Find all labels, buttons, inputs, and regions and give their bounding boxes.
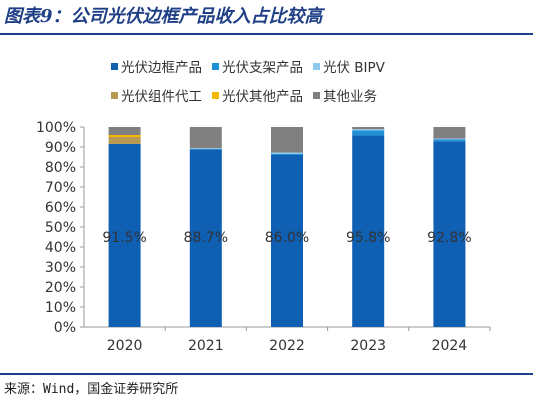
legend-label-3: 光伏 BIPV xyxy=(323,60,386,76)
x-tick-label-2022: 2022 xyxy=(269,338,305,354)
bar-2024-series-6 xyxy=(433,127,466,139)
legend-swatch-6 xyxy=(313,92,320,99)
x-tick-label-2024: 2024 xyxy=(432,338,468,354)
legend-swatch-4 xyxy=(111,92,118,99)
legend-swatch-2 xyxy=(212,63,219,70)
bar-2021-series-6 xyxy=(189,127,222,149)
chart-title: 图表9：公司光伏边框产品收入占比较高 xyxy=(4,6,323,27)
bar-2022-series-2 xyxy=(271,154,303,155)
bar-2021-series-2 xyxy=(189,148,222,150)
y-tick-label-6: 60% xyxy=(45,200,76,216)
legend-label-5: 光伏其他产品 xyxy=(222,89,303,105)
y-tick-label-7: 70% xyxy=(45,180,76,196)
bar-2020-series-1 xyxy=(108,144,141,327)
x-tick-label-2023: 2023 xyxy=(350,338,386,354)
y-tick-label-8: 80% xyxy=(45,160,76,176)
bar-2023-series-6 xyxy=(352,127,385,130)
bar-2024-series-1 xyxy=(433,141,466,327)
bar-2020-series-6 xyxy=(108,127,141,135)
bar-2022-series-1 xyxy=(271,155,303,327)
y-tick-label-1: 10% xyxy=(45,300,76,316)
y-tick-label-0: 0% xyxy=(54,320,76,336)
legend-swatch-5 xyxy=(212,92,219,99)
bar-2023-series-1 xyxy=(352,135,385,327)
legend-swatch-3 xyxy=(313,63,320,70)
title-rule xyxy=(0,33,533,35)
y-tick-label-5: 50% xyxy=(45,220,76,236)
y-tick-label-3: 30% xyxy=(45,260,76,276)
bar-2024-series-2 xyxy=(433,139,466,142)
bar-2022-series-6 xyxy=(271,127,303,153)
data-label-2024: 92.8% xyxy=(427,230,471,246)
bar-2020-series-5 xyxy=(108,135,141,137)
stacked-bar-chart: 光伏边框产品 光伏支架产品 光伏 BIPV 光伏组件代工 光伏其他产品 其他业务 0% 10%… xyxy=(36,60,491,354)
bar-2023-series-2 xyxy=(352,130,385,136)
bar-2021-series-3 xyxy=(189,148,222,149)
y-tick-label-2: 20% xyxy=(45,280,76,296)
y-tick-label-9: 90% xyxy=(45,140,76,156)
data-label-2022: 86.0% xyxy=(265,230,309,246)
legend-label-1: 光伏边框产品 xyxy=(121,60,202,76)
footer-rule xyxy=(0,373,533,375)
source-note: 来源：Wind，国金证券研究所 xyxy=(4,382,179,397)
legend-label-2: 光伏支架产品 xyxy=(222,60,303,76)
legend-label-6: 其他业务 xyxy=(323,89,377,105)
bar-2021-series-1 xyxy=(189,149,222,327)
data-label-2021: 88.7% xyxy=(184,230,228,246)
y-tick-label-10: 100% xyxy=(36,120,76,136)
legend-label-4: 光伏组件代工 xyxy=(121,89,202,105)
bar-2024-series-3 xyxy=(433,138,466,140)
x-tick-label-2020: 2020 xyxy=(107,338,143,354)
bar-2020-series-4 xyxy=(108,137,141,144)
bar-2022-series-3 xyxy=(271,152,303,154)
legend-swatch-1 xyxy=(111,63,118,70)
data-label-2023: 95.8% xyxy=(346,230,390,246)
y-tick-label-4: 40% xyxy=(45,240,76,256)
bar-2023-series-3 xyxy=(352,129,385,131)
x-tick-label-2021: 2021 xyxy=(188,338,224,354)
data-label-2020: 91.5% xyxy=(102,230,146,246)
